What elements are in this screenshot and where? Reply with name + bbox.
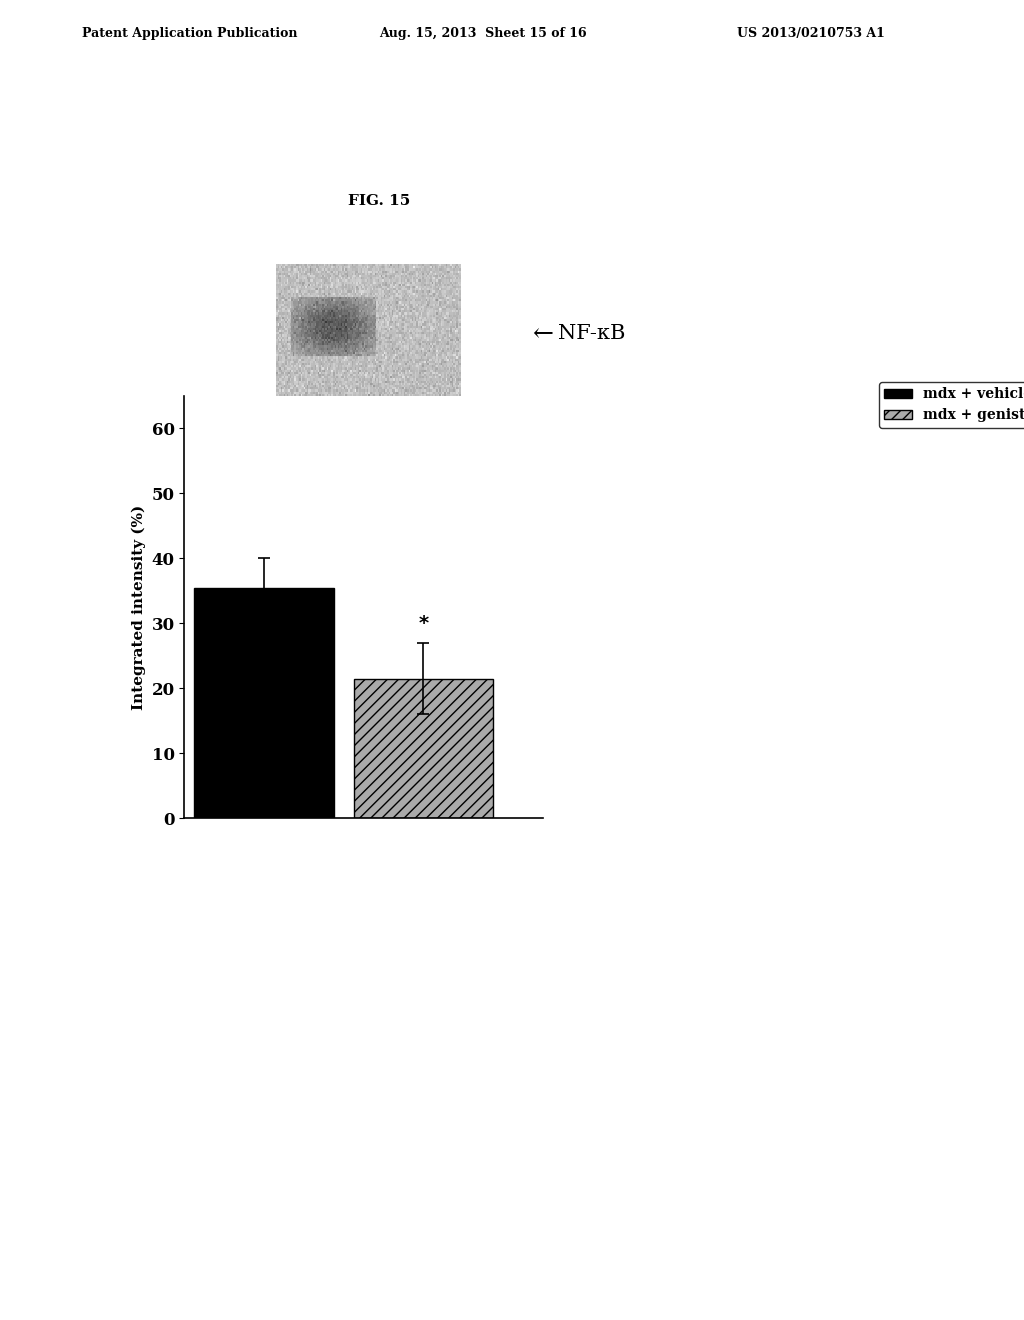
Y-axis label: Integrated intensity (%): Integrated intensity (%) xyxy=(131,504,145,710)
Bar xyxy=(353,678,493,818)
Text: NF-κB: NF-κB xyxy=(558,325,626,343)
Legend: mdx + vehicle, mdx + genistein: mdx + vehicle, mdx + genistein xyxy=(879,381,1024,428)
Text: ←: ← xyxy=(532,322,554,346)
Bar xyxy=(195,587,334,818)
Text: US 2013/0210753 A1: US 2013/0210753 A1 xyxy=(737,26,885,40)
Text: Aug. 15, 2013  Sheet 15 of 16: Aug. 15, 2013 Sheet 15 of 16 xyxy=(379,26,587,40)
Text: *: * xyxy=(418,614,428,634)
Text: FIG. 15: FIG. 15 xyxy=(348,194,410,207)
Text: Patent Application Publication: Patent Application Publication xyxy=(82,26,297,40)
